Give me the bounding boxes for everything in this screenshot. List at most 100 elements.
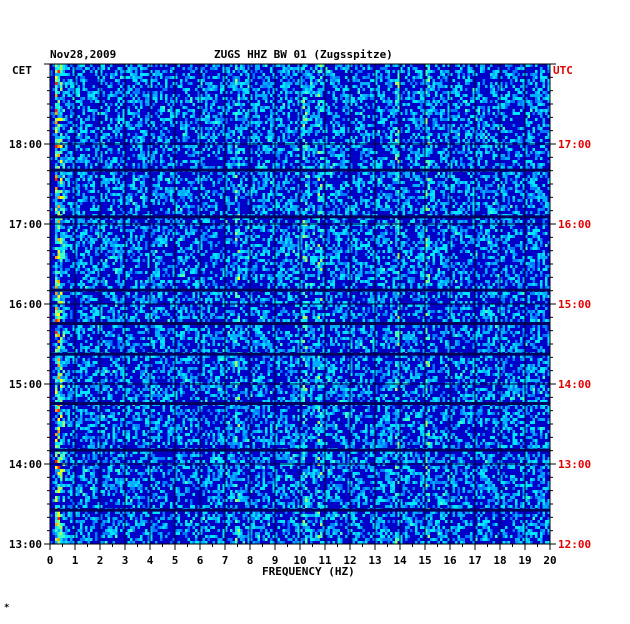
heatmap-cell bbox=[202, 175, 205, 178]
heatmap-cell bbox=[442, 196, 445, 199]
heatmap-cell bbox=[112, 199, 115, 202]
heatmap-cell bbox=[437, 172, 440, 175]
heatmap-cell bbox=[275, 145, 278, 148]
heatmap-cell bbox=[260, 187, 263, 190]
heatmap-cell bbox=[225, 181, 228, 184]
heatmap-cell bbox=[162, 202, 165, 205]
heatmap-cell bbox=[540, 73, 543, 76]
heatmap-cell bbox=[302, 193, 305, 196]
heatmap-cell bbox=[492, 139, 495, 142]
heatmap-cell bbox=[495, 202, 498, 205]
heatmap-cell bbox=[380, 208, 383, 211]
heatmap-cell bbox=[357, 163, 360, 166]
heatmap-cell bbox=[255, 106, 258, 109]
heatmap-cell bbox=[310, 91, 313, 94]
heatmap-cell bbox=[387, 172, 390, 175]
heatmap-cell bbox=[230, 181, 233, 184]
heatmap-cell bbox=[287, 181, 290, 184]
heatmap-cell bbox=[377, 106, 380, 109]
heatmap-cell bbox=[195, 160, 198, 163]
heatmap-cell bbox=[132, 178, 135, 181]
heatmap-cell bbox=[67, 94, 70, 97]
heatmap-cell bbox=[380, 136, 383, 139]
heatmap-cell bbox=[55, 202, 58, 205]
heatmap-cell bbox=[147, 103, 150, 106]
heatmap-cell bbox=[190, 199, 193, 202]
heatmap-cell bbox=[65, 73, 68, 76]
heatmap-cell bbox=[332, 163, 335, 166]
heatmap-cell bbox=[317, 121, 320, 124]
heatmap-cell bbox=[235, 82, 238, 85]
heatmap-cell bbox=[242, 97, 245, 100]
heatmap-cell bbox=[67, 139, 70, 142]
heatmap-cell bbox=[505, 103, 508, 106]
heatmap-cell bbox=[517, 100, 520, 103]
heatmap-cell bbox=[422, 139, 425, 142]
heatmap-cell bbox=[505, 136, 508, 139]
heatmap-cell bbox=[77, 94, 80, 97]
heatmap-cell bbox=[197, 175, 200, 178]
heatmap-cell bbox=[172, 172, 175, 175]
heatmap-cell bbox=[62, 136, 65, 139]
heatmap-cell bbox=[167, 163, 170, 166]
heatmap-cell bbox=[530, 64, 533, 67]
heatmap-cell bbox=[242, 163, 245, 166]
heatmap-cell bbox=[365, 76, 368, 79]
heatmap-cell bbox=[227, 202, 230, 205]
heatmap-cell bbox=[395, 64, 398, 67]
heatmap-cell bbox=[332, 172, 335, 175]
heatmap-cell bbox=[150, 199, 153, 202]
heatmap-cell bbox=[537, 94, 540, 97]
heatmap-cell bbox=[82, 154, 85, 157]
heatmap-cell bbox=[197, 94, 200, 97]
heatmap-cell bbox=[82, 139, 85, 142]
heatmap-cell bbox=[427, 133, 430, 136]
heatmap-cell bbox=[130, 100, 133, 103]
heatmap-cell bbox=[412, 94, 415, 97]
heatmap-cell bbox=[355, 112, 358, 115]
heatmap-cell bbox=[427, 88, 430, 91]
heatmap-cell bbox=[512, 199, 515, 202]
heatmap-cell bbox=[142, 154, 145, 157]
heatmap-cell bbox=[457, 82, 460, 85]
heatmap-cell bbox=[107, 157, 110, 160]
heatmap-cell bbox=[190, 154, 193, 157]
heatmap-cell bbox=[145, 163, 148, 166]
heatmap-cell bbox=[432, 118, 435, 121]
heatmap-cell bbox=[107, 163, 110, 166]
heatmap-cell bbox=[360, 154, 363, 157]
heatmap-cell bbox=[220, 88, 223, 91]
heatmap-cell bbox=[540, 166, 543, 169]
heatmap-cell bbox=[232, 184, 235, 187]
heatmap-cell bbox=[365, 160, 368, 163]
heatmap-cell bbox=[267, 91, 270, 94]
heatmap-cell bbox=[77, 187, 80, 190]
heatmap-cell bbox=[212, 103, 215, 106]
heatmap-cell bbox=[512, 112, 515, 115]
heatmap-cell bbox=[357, 112, 360, 115]
heatmap-cell bbox=[310, 124, 313, 127]
heatmap-cell bbox=[262, 187, 265, 190]
heatmap-cell bbox=[537, 91, 540, 94]
heatmap-cell bbox=[97, 148, 100, 151]
heatmap-cell bbox=[72, 196, 75, 199]
heatmap-cell bbox=[222, 190, 225, 193]
heatmap-cell bbox=[277, 94, 280, 97]
heatmap-cell bbox=[75, 88, 78, 91]
heatmap-cell bbox=[235, 76, 238, 79]
heatmap-cell bbox=[185, 136, 188, 139]
heatmap-cell bbox=[452, 91, 455, 94]
heatmap-cell bbox=[397, 139, 400, 142]
heatmap-cell bbox=[547, 151, 550, 154]
heatmap-cell bbox=[410, 208, 413, 211]
heatmap-cell bbox=[297, 115, 300, 118]
heatmap-cell bbox=[90, 166, 93, 169]
heatmap-cell bbox=[335, 88, 338, 91]
heatmap-cell bbox=[75, 211, 78, 214]
heatmap-cell bbox=[387, 76, 390, 79]
heatmap-cell bbox=[62, 196, 65, 199]
heatmap-cell bbox=[350, 166, 353, 169]
heatmap-cell bbox=[452, 130, 455, 133]
heatmap-cell bbox=[122, 82, 125, 85]
heatmap-cell bbox=[240, 88, 243, 91]
